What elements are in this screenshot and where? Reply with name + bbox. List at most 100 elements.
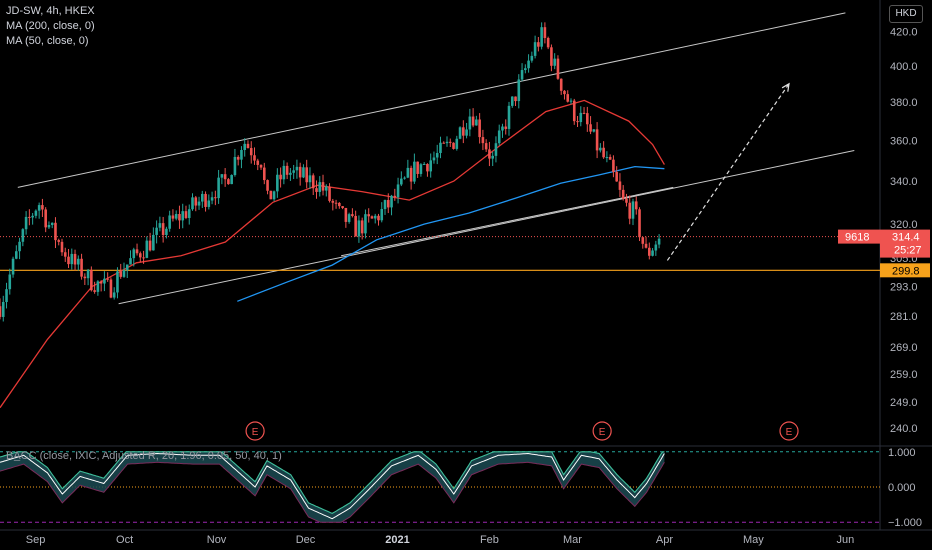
- candle-body: [344, 208, 348, 222]
- candle-body: [5, 289, 8, 302]
- candle-body: [253, 155, 256, 161]
- candle-body: [331, 200, 335, 203]
- candle-body: [514, 96, 517, 102]
- candle-body: [77, 258, 80, 265]
- candle-body: [266, 180, 269, 191]
- price-tick-label: 269.0: [890, 342, 918, 354]
- candle-body: [377, 215, 380, 221]
- indicator-tick-label: 0.000: [888, 482, 916, 494]
- candle-body: [204, 193, 207, 207]
- ma50-line: [0, 99, 665, 409]
- candle-body: [54, 222, 57, 241]
- candle-body: [605, 156, 609, 158]
- candle-body: [429, 160, 432, 172]
- candle-body: [445, 141, 449, 144]
- time-tick-label: Nov: [207, 534, 227, 546]
- candle-body: [380, 209, 384, 221]
- candle-body: [106, 278, 109, 280]
- support-price-tag: [880, 263, 930, 278]
- candle-body: [341, 206, 344, 209]
- candle-body: [510, 96, 514, 106]
- candle-body: [400, 178, 403, 185]
- candle-body: [566, 94, 570, 102]
- earnings-event-marker: [245, 421, 265, 441]
- candle-body: [15, 251, 18, 259]
- candle-body: [116, 271, 119, 293]
- candle-body: [364, 214, 367, 234]
- candle-body: [236, 156, 240, 160]
- ma50-legend: MA (50, close, 0): [6, 35, 89, 47]
- price-tick-label: 380.0: [890, 97, 918, 109]
- currency-button[interactable]: HKD: [889, 5, 923, 23]
- candle-body: [357, 220, 361, 237]
- last-price-label: 314.4: [892, 232, 920, 244]
- candle-body: [592, 129, 596, 132]
- candle-body: [197, 201, 201, 206]
- candle-body: [308, 175, 312, 183]
- candle-body: [654, 244, 658, 251]
- candle-body: [28, 216, 31, 218]
- price-tick-label: 293.0: [890, 282, 918, 294]
- candle-body: [634, 201, 638, 210]
- candle-body: [631, 201, 635, 219]
- candle-body: [608, 156, 612, 160]
- candle-body: [31, 215, 34, 218]
- candle-body: [289, 172, 292, 175]
- candle-body: [187, 209, 191, 218]
- candle-body: [24, 216, 28, 230]
- candle-body: [360, 220, 364, 234]
- candle-body: [292, 170, 295, 173]
- candle-body: [488, 149, 491, 159]
- chart-legend: JD-SW, 4h, HKEX MA (200, close, 0) MA (5…: [6, 4, 95, 49]
- candle-body: [494, 143, 498, 156]
- candle-body: [139, 253, 142, 258]
- candle-body: [276, 174, 279, 192]
- candle-body: [435, 153, 439, 158]
- candle-body: [481, 137, 485, 144]
- candle-body: [246, 143, 250, 149]
- candle-body: [8, 274, 12, 290]
- earnings-event-label: E: [786, 427, 793, 438]
- candle-body: [533, 42, 537, 56]
- candle-body: [556, 58, 560, 79]
- candle-body: [223, 174, 227, 180]
- candle-body: [569, 100, 573, 102]
- candle-body: [615, 171, 618, 182]
- candle-body: [475, 119, 478, 126]
- candle-body: [295, 166, 299, 171]
- candle-body: [158, 223, 162, 228]
- candle-body: [354, 215, 357, 237]
- candle-body: [122, 270, 126, 277]
- candle-body: [50, 222, 54, 226]
- candle-body: [103, 278, 106, 284]
- candle-body: [338, 202, 341, 207]
- candle-body: [181, 211, 185, 221]
- projection-arrow-head: [781, 82, 790, 92]
- candle-body: [546, 37, 550, 48]
- candle-body: [152, 234, 155, 251]
- candle-body: [524, 68, 527, 71]
- bar-countdown-label: 25:27: [894, 245, 922, 257]
- candle-body: [194, 197, 198, 206]
- indicator-upper-line: [0, 451, 665, 515]
- price-tick-label: 400.0: [890, 61, 918, 73]
- candle-body: [621, 189, 625, 199]
- candle-body: [184, 211, 188, 218]
- candle-body: [34, 210, 38, 216]
- candle-body: [426, 163, 429, 172]
- candle-body: [243, 143, 247, 150]
- candle-body: [227, 179, 230, 185]
- candle-body: [233, 156, 237, 176]
- indicator-legend: BA̲CC (close, IXIC, Adjusted R, 20, 1.96…: [6, 450, 282, 462]
- candle-body: [311, 175, 315, 189]
- time-tick-label: 2021: [385, 534, 409, 546]
- symbol-tag: [838, 229, 880, 244]
- candle-body: [324, 186, 328, 191]
- time-tick-label: Jun: [836, 534, 854, 546]
- candle-body: [256, 160, 260, 165]
- candle-body: [572, 100, 576, 122]
- candle-body: [259, 164, 263, 168]
- candle-body: [530, 55, 534, 61]
- candle-body: [240, 149, 243, 160]
